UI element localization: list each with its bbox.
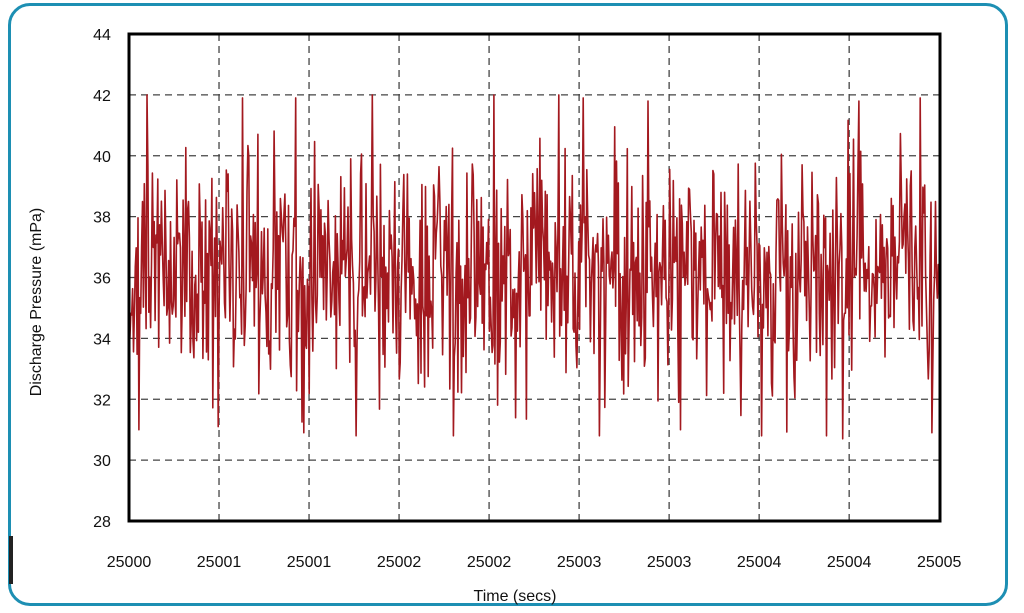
plot-series-group (129, 94, 940, 440)
y-tick-label: 44 (93, 27, 111, 44)
y-tick-label: 30 (93, 453, 111, 470)
series-line (129, 94, 940, 440)
x-tick-label: 25002 (377, 554, 422, 571)
y-tick-label: 32 (93, 392, 111, 409)
y-tick-label: 42 (93, 88, 111, 105)
x-tick-labels: 25000 25001 25001 25002 25002 25003 25003 25004… (107, 554, 962, 571)
x-tick-label: 25005 (917, 554, 962, 571)
y-tick-label: 34 (93, 331, 111, 348)
x-tick-label: 25001 (287, 554, 332, 571)
x-tick-label: 25003 (557, 554, 602, 571)
y-tick-labels: 28 30 32 34 36 38 40 42 44 (93, 27, 111, 531)
x-tick-label: 25000 (107, 554, 152, 571)
x-tick-label: 25003 (647, 554, 692, 571)
y-axis-title: Discharge Pressure (mPa) (28, 208, 45, 397)
y-tick-label: 38 (93, 210, 111, 227)
x-tick-label: 25002 (467, 554, 512, 571)
x-tick-label: 25001 (197, 554, 242, 571)
x-tick-label: 25004 (827, 554, 872, 571)
frame-side-mark (9, 536, 13, 584)
x-axis-title: Time (secs) (474, 588, 557, 605)
x-tick-label: 25004 (737, 554, 782, 571)
y-tick-label: 36 (93, 271, 111, 288)
y-tick-label: 28 (93, 514, 111, 531)
y-tick-label: 40 (93, 149, 111, 166)
plot-area-border (127, 32, 942, 523)
